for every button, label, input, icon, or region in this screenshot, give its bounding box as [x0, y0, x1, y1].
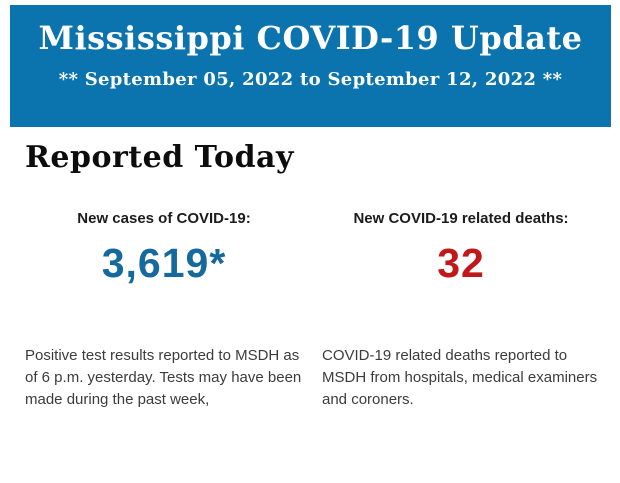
date-range: ** September 05, 2022 to September 12, 2… [58, 69, 563, 90]
deaths-label: New COVID-19 related deaths: [353, 210, 569, 227]
section-heading: Reported Today [25, 140, 294, 175]
header-banner: Mississippi COVID-19 Update ** September… [10, 5, 611, 127]
stat-deaths-column: New COVID-19 related deaths: 32 COVID-19… [322, 209, 600, 411]
cases-value: 3,619* [101, 240, 227, 286]
page-title: Mississippi COVID-19 Update [38, 19, 583, 57]
stat-cases-column: New cases of COVID-19: 3,619* Positive t… [25, 209, 303, 411]
deaths-value: 32 [437, 240, 485, 286]
deaths-description: COVID-19 related deaths reported to MSDH… [322, 347, 598, 408]
cases-label: New cases of COVID-19: [77, 210, 251, 227]
cases-description: Positive test results reported to MSDH a… [25, 347, 302, 408]
stats-columns: New cases of COVID-19: 3,619* Positive t… [25, 209, 600, 411]
